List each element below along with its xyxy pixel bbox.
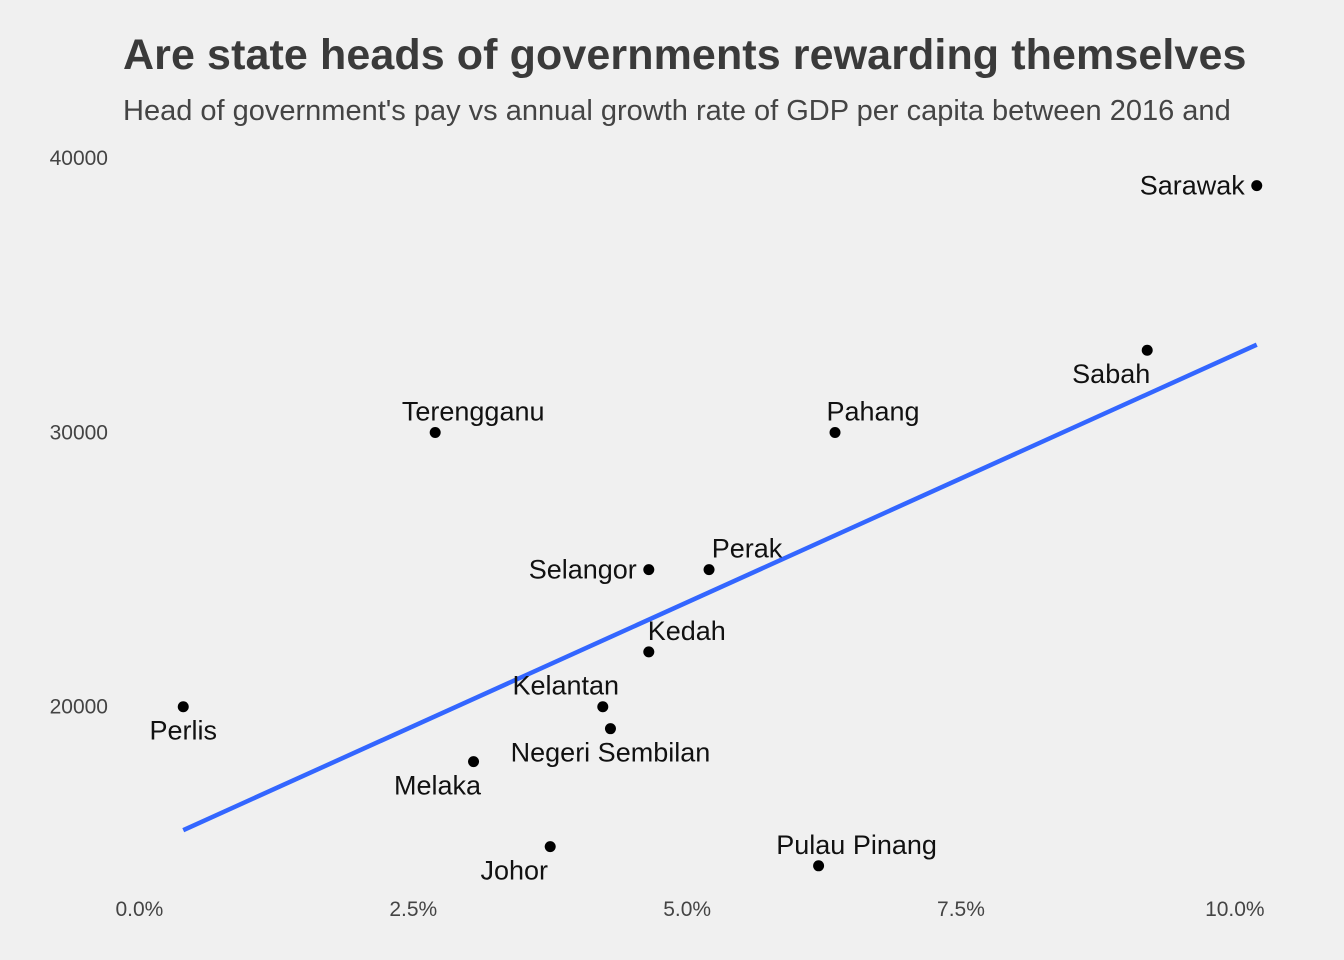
data-point — [643, 646, 655, 658]
data-point — [643, 564, 655, 576]
point-label: Pulau Pinang — [776, 830, 937, 860]
data-point — [829, 426, 841, 438]
trend-line — [182, 342, 1258, 833]
data-point — [813, 860, 825, 872]
x-axis: 0.0% 2.5% 5.0% 7.5% 10.0% — [115, 898, 1264, 921]
chart-subtitle: Head of government's pay vs annual growt… — [123, 95, 1231, 127]
data-point — [597, 701, 609, 713]
point-label: Pahang — [826, 396, 919, 426]
point-label: Perlis — [149, 716, 217, 746]
chart-title: Are state heads of governments rewarding… — [123, 31, 1247, 79]
point-label: Selangor — [529, 555, 637, 585]
data-point — [604, 723, 616, 735]
data-point — [429, 426, 441, 438]
point-label: Sabah — [1072, 359, 1150, 389]
x-tick-label: 0.0% — [115, 898, 163, 921]
x-tick-label: 2.5% — [389, 898, 437, 921]
points-group — [177, 180, 1263, 872]
point-label: Perak — [712, 534, 783, 564]
trend-line-group — [182, 342, 1258, 833]
data-point — [1141, 344, 1153, 356]
data-point — [703, 564, 715, 576]
point-label: Terengganu — [402, 396, 545, 426]
point-label: Johor — [480, 856, 548, 886]
point-label: Sarawak — [1140, 171, 1246, 201]
point-label: Melaka — [394, 771, 482, 801]
data-point — [177, 701, 189, 713]
point-label: Kedah — [648, 616, 726, 646]
y-axis: 20000 30000 40000 — [50, 147, 108, 719]
y-tick-label: 20000 — [50, 696, 108, 719]
x-tick-label: 10.0% — [1205, 898, 1265, 921]
y-tick-label: 40000 — [50, 147, 108, 170]
x-tick-label: 5.0% — [663, 898, 711, 921]
x-tick-label: 7.5% — [937, 898, 985, 921]
y-tick-label: 30000 — [50, 421, 108, 444]
point-label: Negeri Sembilan — [511, 738, 711, 768]
point-label: Kelantan — [512, 671, 619, 701]
data-point — [1251, 180, 1263, 192]
point-labels-group: Sarawak Sabah Terengganu Pahang Selangor Pera… — [149, 171, 1245, 886]
data-point — [544, 841, 556, 853]
data-point — [468, 756, 480, 768]
